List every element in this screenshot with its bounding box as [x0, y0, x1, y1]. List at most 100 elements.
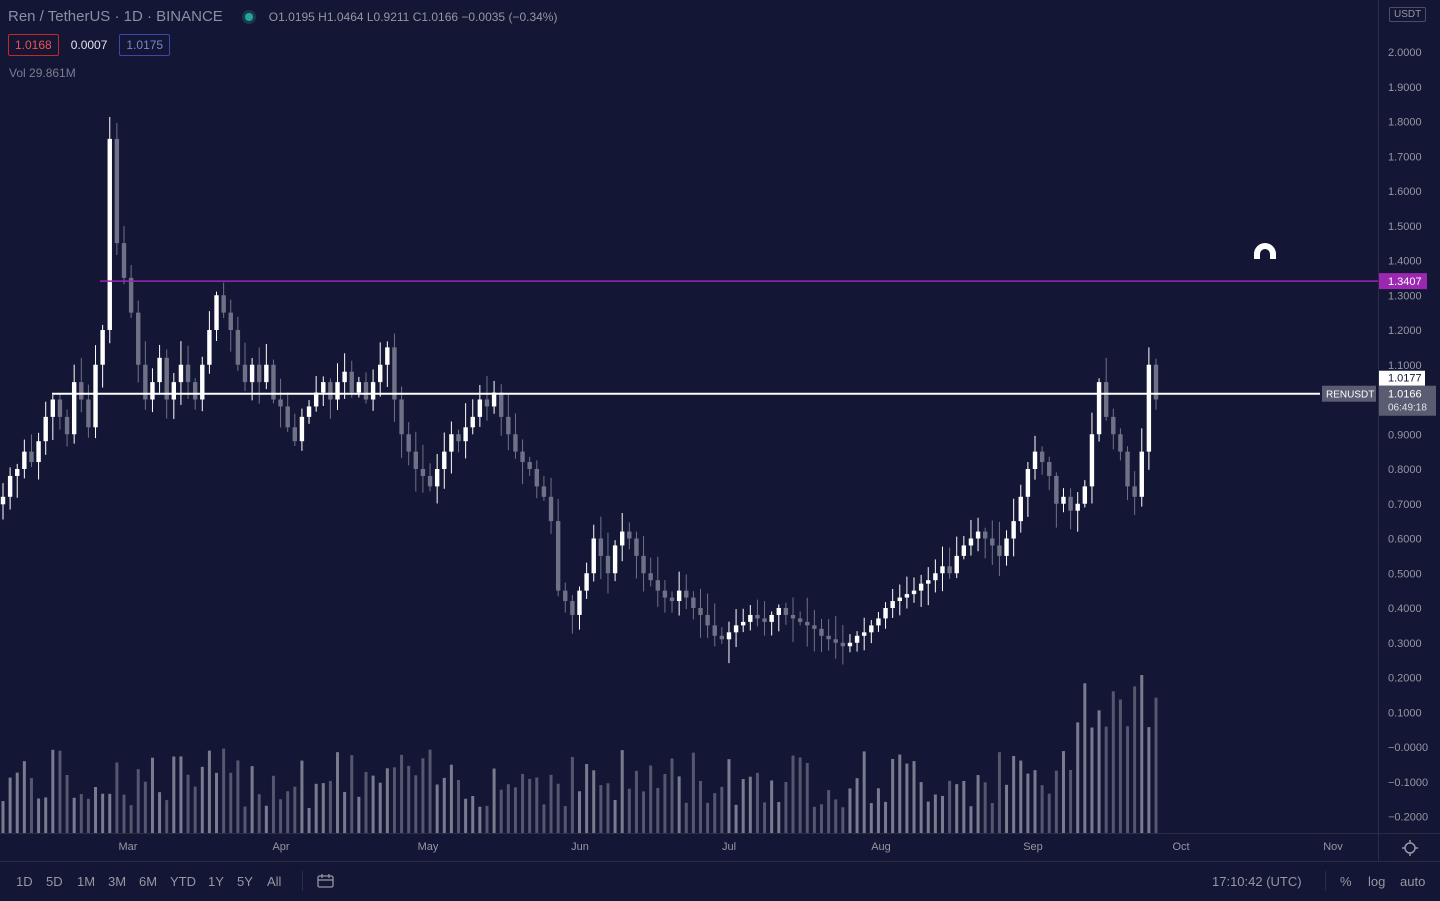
volume-bar: [819, 804, 823, 833]
symbol-tag-badge: [1322, 385, 1376, 402]
volume-bar: [336, 752, 340, 833]
candle-body: [100, 330, 105, 365]
candle-body: [897, 597, 902, 602]
candle-body: [1153, 364, 1159, 400]
volume-bar: [485, 805, 489, 833]
candle-body: [940, 566, 945, 574]
volume-bar: [51, 749, 55, 833]
candle-body: [406, 434, 411, 452]
candle-body: [79, 382, 84, 400]
volume-bar: [891, 758, 895, 833]
volume-bar: [506, 784, 510, 833]
candle-body: [990, 538, 995, 546]
go-to-date-icon[interactable]: [316, 873, 336, 889]
volume-bar: [108, 793, 112, 833]
ask-price[interactable]: 1.0175: [119, 34, 171, 56]
range-1m-button[interactable]: 1M: [77, 874, 96, 889]
volume-bar: [385, 768, 389, 833]
spread-value: 0.0007: [70, 38, 108, 52]
bid-price[interactable]: 1.0168: [8, 34, 59, 56]
symbol-title[interactable]: Ren / TetherUS · 1D · BINANCE: [8, 8, 223, 25]
volume-bar: [186, 774, 190, 833]
candle-body: [1018, 496, 1023, 522]
bid-ask-row: 1.0168 0.0007 1.0175: [8, 34, 171, 56]
y-tick-label: 1.1000: [1388, 360, 1422, 372]
volume-bar: [791, 755, 795, 833]
volume-bar: [905, 763, 909, 833]
volume-bar: [478, 806, 482, 833]
chart-settings-corner[interactable]: [1378, 833, 1440, 861]
candle-body: [506, 416, 511, 435]
volume-bar: [1069, 769, 1073, 833]
volume-layer: [1, 675, 1158, 833]
market-status-icon: [244, 12, 253, 21]
candle-body: [733, 625, 739, 633]
volume-bar: [1147, 727, 1151, 833]
range-1d-button[interactable]: 1D: [16, 874, 33, 889]
range-6m-button[interactable]: 6M: [139, 874, 158, 889]
candle-body: [776, 608, 781, 615]
candle-body: [157, 357, 162, 383]
volume-bar: [29, 778, 33, 833]
candle-body: [427, 475, 433, 487]
candle-body: [598, 538, 604, 556]
volume-bar: [1047, 793, 1051, 833]
magnet-icon[interactable]: [1254, 243, 1276, 264]
candle-body: [591, 538, 596, 574]
volume-bar: [136, 769, 140, 833]
volume-bar: [549, 774, 553, 833]
candle-body: [285, 406, 290, 428]
log-scale-toggle[interactable]: log: [1368, 874, 1386, 889]
candle-body: [1054, 475, 1059, 504]
candle-body: [961, 545, 967, 556]
x-tick-label: Jun: [571, 841, 589, 853]
auto-scale-toggle[interactable]: auto: [1400, 874, 1426, 889]
candle-body: [235, 330, 241, 365]
volume-bar: [748, 776, 752, 833]
volume-bar: [286, 791, 290, 833]
bottom-toolbar: 1D 5D 1M 3M 6M YTD 1Y 5Y All 17:10:42 (U…: [0, 861, 1440, 901]
volume-bar: [8, 777, 12, 833]
y-tick-label: −0.1000: [1388, 777, 1428, 789]
candle-body: [790, 614, 796, 619]
candle-body: [50, 399, 56, 417]
price-axis[interactable]: [1378, 0, 1440, 833]
volume-bar: [962, 780, 966, 833]
candle-body: [840, 642, 846, 647]
y-tick-label: 1.7000: [1388, 151, 1422, 163]
candle-body: [769, 614, 774, 622]
candle-body: [847, 642, 853, 647]
volume-bar: [414, 775, 418, 833]
range-ytd-button[interactable]: YTD: [170, 874, 196, 889]
time-axis[interactable]: [0, 833, 1378, 861]
volume-bar: [698, 781, 702, 833]
y-tick-label: 0.2000: [1388, 673, 1422, 685]
utc-clock[interactable]: 17:10:42 (UTC): [1212, 874, 1302, 889]
candle-body: [128, 277, 134, 313]
y-tick-label: 1.3000: [1388, 290, 1422, 302]
range-1y-button[interactable]: 1Y: [208, 874, 224, 889]
candle-body: [534, 469, 539, 487]
volume-bar: [720, 786, 724, 833]
percent-scale-toggle[interactable]: %: [1340, 874, 1352, 889]
y-tick-label: 1.9000: [1388, 82, 1422, 94]
candle-body: [1139, 451, 1144, 497]
range-5d-button[interactable]: 5D: [46, 874, 63, 889]
candle-body: [620, 531, 625, 546]
candle-body: [434, 469, 440, 487]
candle-body: [242, 364, 248, 383]
volume-bar: [599, 785, 603, 833]
volume-bar: [763, 802, 767, 833]
range-5y-button[interactable]: 5Y: [237, 874, 253, 889]
x-tick-label: Aug: [871, 841, 891, 853]
volume-bar: [215, 772, 219, 833]
gear-icon[interactable]: [1379, 834, 1440, 861]
candle-body: [527, 462, 532, 469]
volume-bar: [492, 768, 496, 833]
volume-bar: [1118, 699, 1122, 833]
range-all-button[interactable]: All: [267, 874, 282, 889]
currency-badge[interactable]: USDT: [1389, 7, 1427, 22]
range-3m-button[interactable]: 3M: [108, 874, 127, 889]
volume-bar: [65, 774, 69, 833]
